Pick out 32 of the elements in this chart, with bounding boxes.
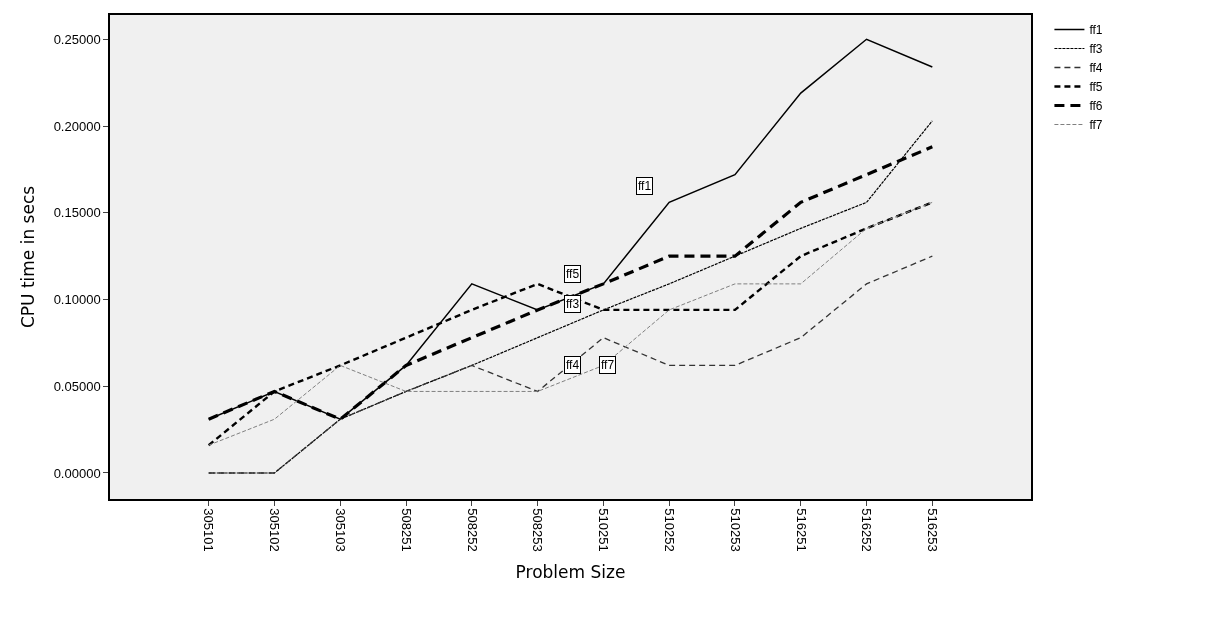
x-tick-label: 305102: [267, 508, 283, 552]
y-tick-label: 0.10000: [53, 292, 101, 308]
x-tick-label: 508252: [464, 508, 480, 552]
x-tick-label: 510252: [661, 508, 677, 552]
x-tick-label: 516252: [859, 508, 875, 552]
legend-label: ff7: [1089, 118, 1103, 133]
x-axis-title: Problem Size: [515, 561, 626, 582]
y-axis-title: CPU time in secs: [17, 185, 38, 329]
legend-label: ff1: [1089, 23, 1103, 38]
x-tick-label: 305103: [333, 508, 349, 552]
legend-label: ff3: [1089, 42, 1103, 57]
x-tick-label: 516253: [925, 508, 941, 552]
annotation: ff3: [566, 297, 580, 311]
annotation: ff7: [601, 358, 615, 372]
legend-label: ff5: [1089, 80, 1103, 95]
y-tick-label: 0.25000: [53, 31, 101, 47]
x-tick-label: 516251: [793, 508, 809, 552]
legend-label: ff6: [1089, 99, 1103, 114]
annotation: ff1: [638, 179, 652, 193]
annotation: ff5: [566, 267, 580, 281]
y-tick-label: 0.05000: [53, 378, 101, 394]
x-tick-label: 305101: [201, 508, 217, 552]
x-tick-label: 510253: [727, 508, 743, 552]
x-tick-label: 508251: [398, 508, 414, 552]
annotation: ff4: [566, 358, 580, 372]
line-series: [208, 255, 933, 474]
y-tick-label: 0.15000: [53, 205, 101, 221]
y-tick-label: 0.20000: [53, 118, 101, 134]
legend-label: ff4: [1089, 61, 1103, 76]
x-tick-label: 510251: [596, 508, 612, 552]
x-tick-label: 508253: [530, 508, 546, 552]
y-tick-label: 0.00000: [53, 465, 101, 481]
